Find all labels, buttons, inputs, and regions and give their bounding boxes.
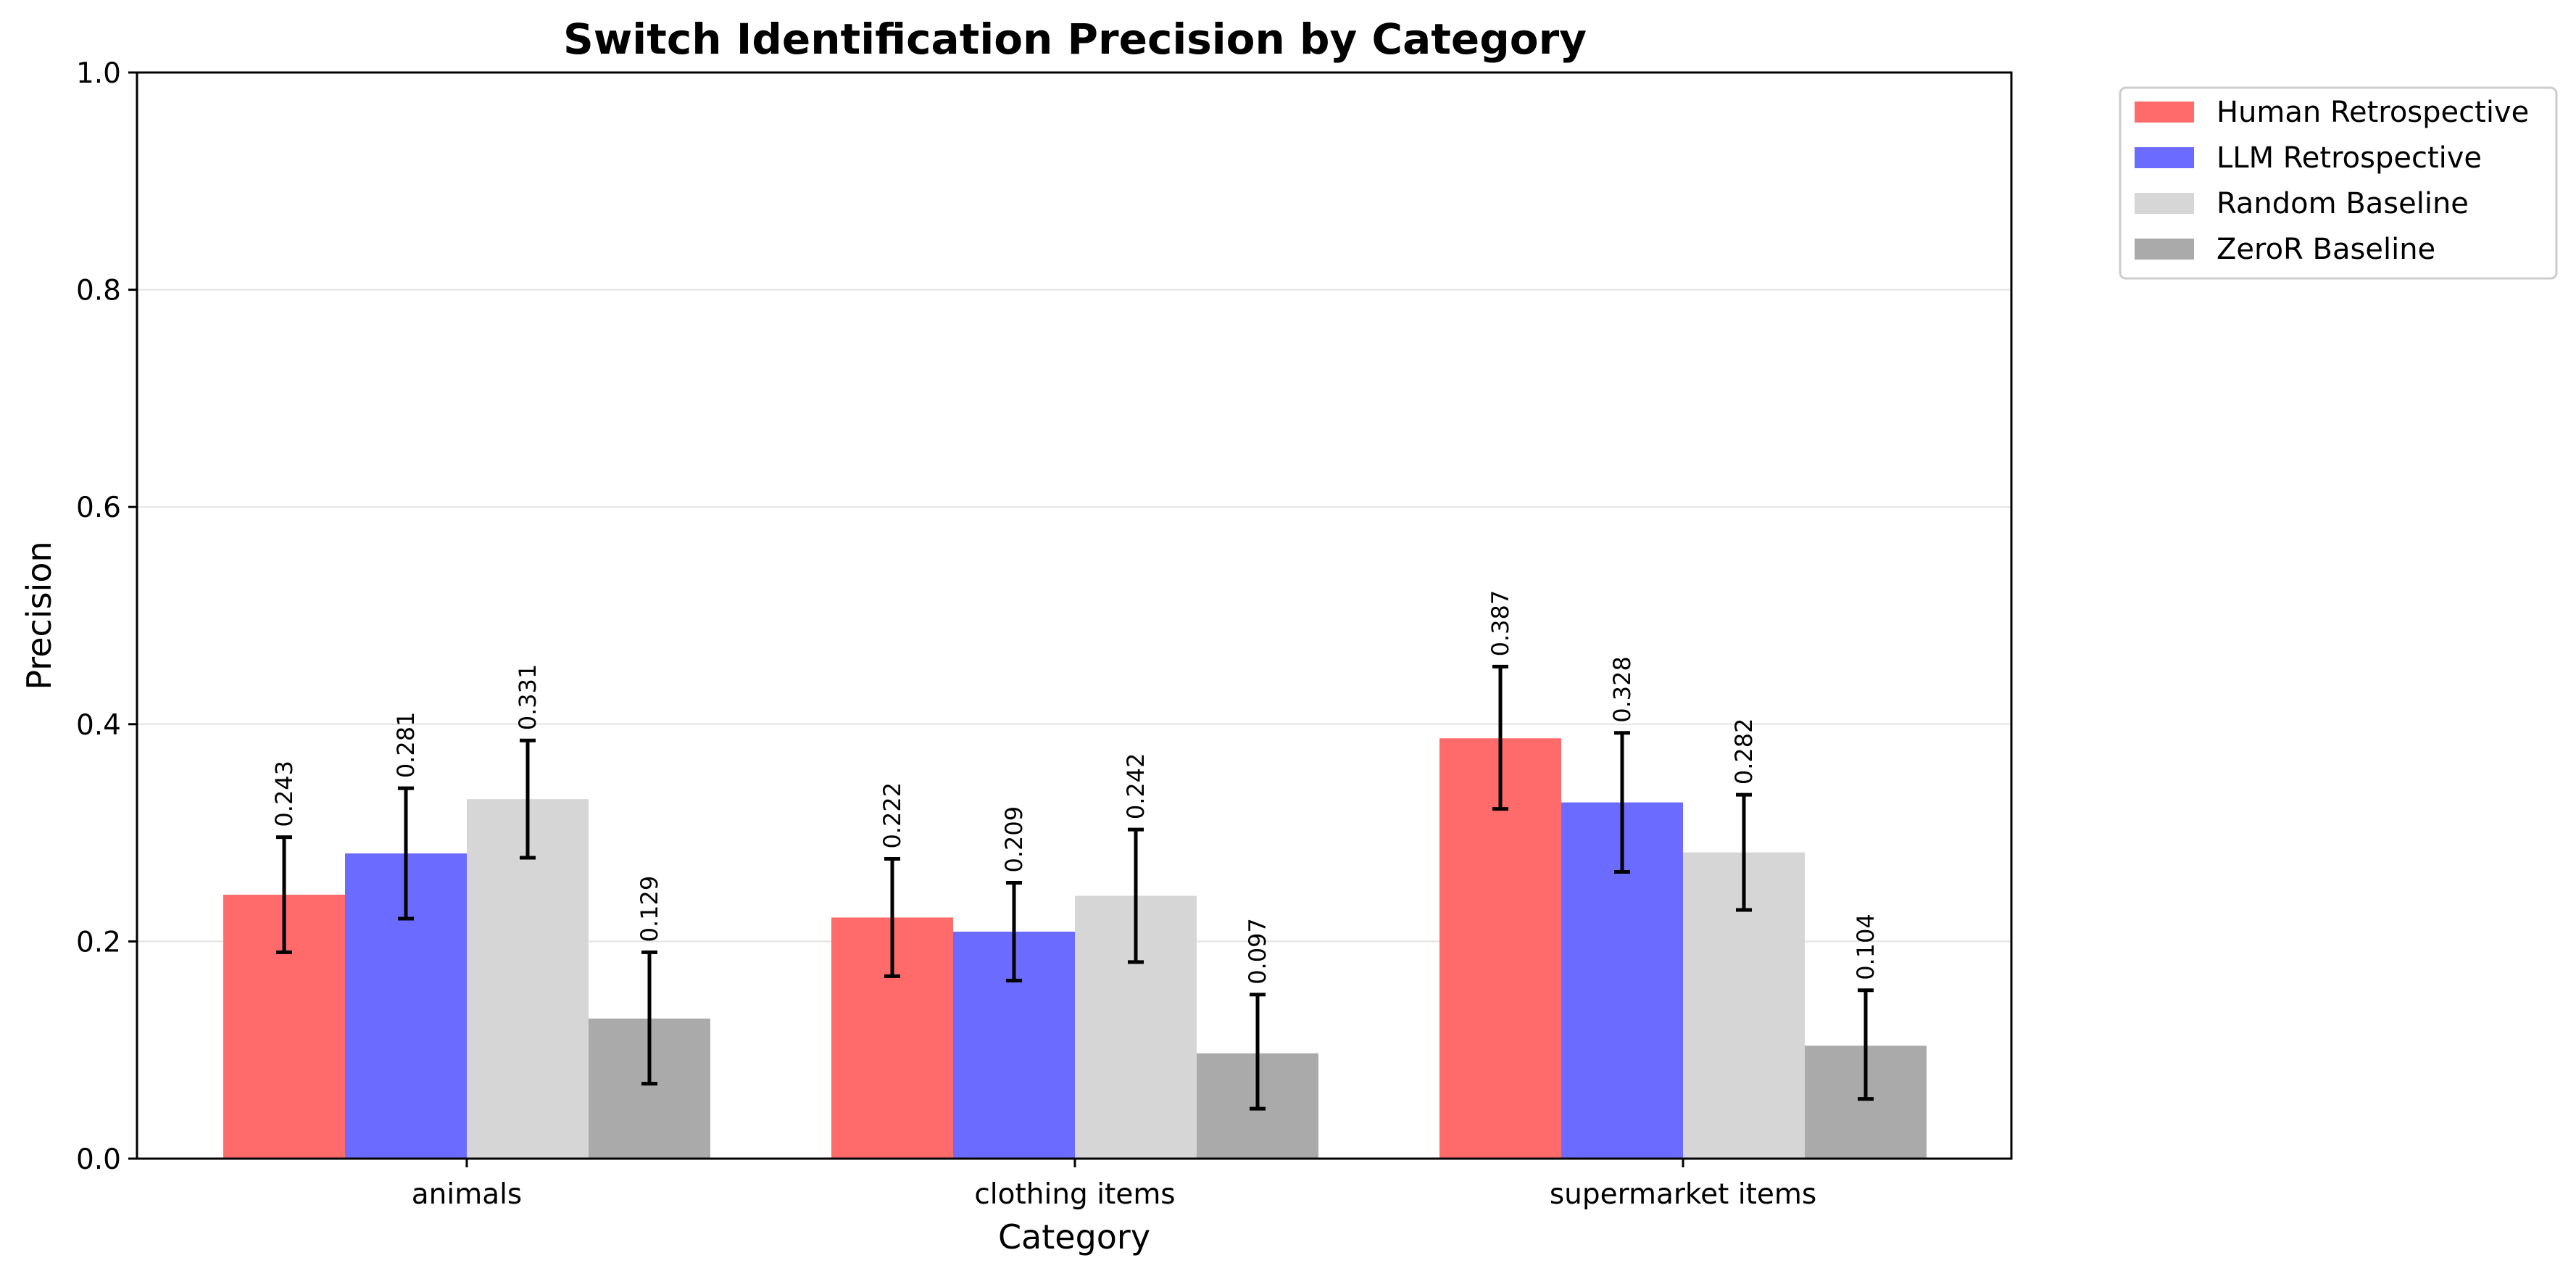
legend-label: Human Retrospective <box>2216 96 2529 129</box>
x-tick-label: supermarket items <box>1550 1178 1816 1211</box>
legend-label: LLM Retrospective <box>2216 141 2482 175</box>
legend-label: Random Baseline <box>2216 187 2469 220</box>
error-bar <box>1128 827 1144 964</box>
legend-swatch <box>2135 102 2194 123</box>
y-tick-label: 1.0 <box>76 57 121 90</box>
x-axis-label: Category <box>998 1217 1150 1257</box>
error-bar <box>1006 881 1022 982</box>
error-bar <box>1858 988 1874 1101</box>
legend-item: Human Retrospective <box>2135 96 2529 129</box>
legend-item: LLM Retrospective <box>2135 141 2482 175</box>
error-bar <box>1250 993 1266 1111</box>
data-label: 0.243 <box>270 761 298 827</box>
y-tick-label: 0.0 <box>76 1143 121 1176</box>
grid-lines <box>137 289 2011 943</box>
legend-label: ZeroR Baseline <box>2216 233 2435 266</box>
legend-item: Random Baseline <box>2135 187 2469 220</box>
y-axis-label: Precision <box>20 541 59 690</box>
error-bar <box>1492 664 1508 811</box>
y-tick-label: 0.4 <box>76 709 121 742</box>
data-label: 0.129 <box>636 876 663 943</box>
data-label: 0.282 <box>1730 719 1758 785</box>
bars <box>223 738 1927 1159</box>
error-bar <box>276 835 292 954</box>
x-tick-label: animals <box>412 1178 523 1211</box>
error-bar <box>884 857 900 978</box>
legend-swatch <box>2135 193 2194 214</box>
data-label: 0.104 <box>1852 914 1879 980</box>
data-labels: 0.243 0.222 0.387 0.281 0.209 0.328 0.331 0.242… <box>270 590 1879 985</box>
legend-item: ZeroR Baseline <box>2135 233 2435 266</box>
y-axis: 0.0 0.2 0.4 0.6 0.8 1.0 <box>76 57 137 1176</box>
data-label: 0.209 <box>1000 806 1028 873</box>
data-label: 0.328 <box>1608 656 1636 723</box>
error-bar <box>1736 792 1752 912</box>
legend-swatch <box>2135 239 2194 260</box>
chart-title: Switch Identification Precision by Categ… <box>563 15 1587 64</box>
legend-box <box>2119 86 2558 280</box>
data-label: 0.242 <box>1122 753 1150 819</box>
data-label: 0.281 <box>392 712 420 779</box>
y-tick-label: 0.8 <box>76 275 121 307</box>
error-bars <box>276 664 1874 1111</box>
legend-swatch <box>2135 147 2194 168</box>
data-label: 0.097 <box>1244 918 1271 985</box>
x-tick-label: clothing items <box>974 1178 1175 1211</box>
data-label: 0.222 <box>878 782 906 849</box>
error-bar <box>641 950 657 1086</box>
legend: Human Retrospective LLM Retrospective Rand… <box>2119 86 2558 280</box>
error-bar <box>1614 731 1630 874</box>
x-axis: animals clothing items supermarket items <box>412 1159 1816 1211</box>
data-label: 0.331 <box>514 664 541 731</box>
y-tick-label: 0.2 <box>76 926 121 959</box>
error-bar <box>520 738 536 860</box>
y-tick-label: 0.6 <box>76 492 121 524</box>
error-bar <box>398 786 414 921</box>
data-label: 0.387 <box>1487 590 1514 657</box>
